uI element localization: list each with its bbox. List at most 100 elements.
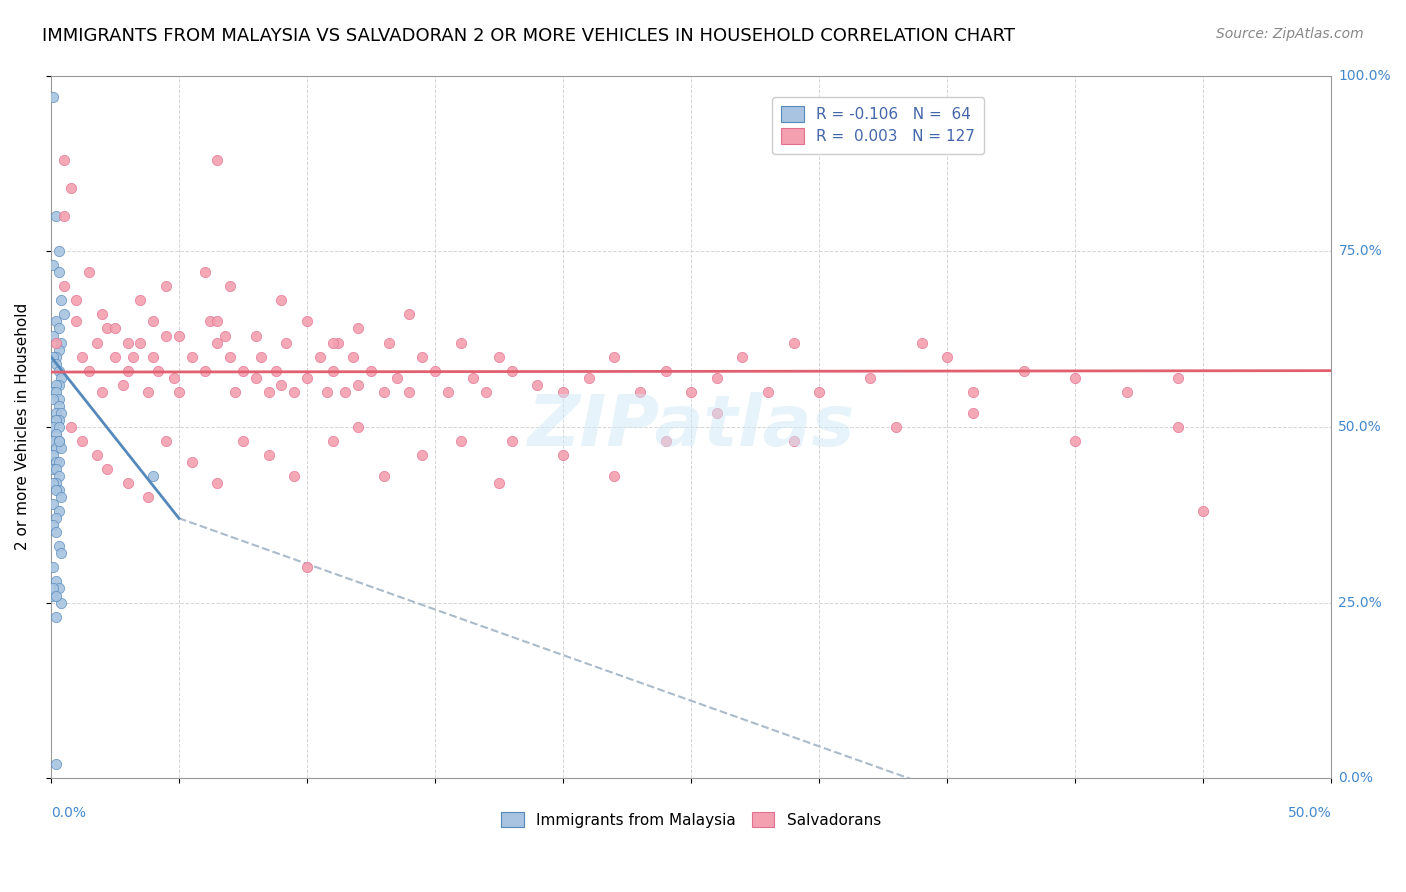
Text: 0.0%: 0.0% (51, 806, 86, 820)
Point (136, 490, 159, 504)
Point (142, 469, 165, 483)
Point (42, 350, 65, 364)
Point (962, 384, 984, 399)
Point (48, 434, 70, 448)
Point (1192, 504, 1215, 518)
Point (163, 370, 186, 384)
Point (378, 335, 401, 350)
Y-axis label: 2 or more Vehicles in Household: 2 or more Vehicles in Household (15, 303, 30, 550)
Point (48, 413, 70, 427)
Point (603, 469, 626, 483)
Point (808, 384, 831, 399)
Point (232, 364, 254, 378)
Point (45, 406, 67, 420)
Point (45, 462, 67, 476)
Text: 50.0%: 50.0% (1339, 420, 1382, 434)
Point (423, 364, 446, 378)
Point (52, 308, 75, 322)
Point (77, 364, 100, 378)
Text: 50.0%: 50.0% (1288, 806, 1331, 820)
Point (463, 370, 485, 384)
Point (316, 384, 339, 399)
Point (308, 350, 330, 364)
Point (45, 413, 67, 427)
Point (142, 314, 165, 328)
Point (45, 426, 67, 441)
Text: 25.0%: 25.0% (1339, 596, 1382, 609)
Point (681, 384, 703, 399)
Point (411, 350, 433, 364)
Point (45, 476, 67, 491)
Point (245, 370, 267, 384)
Point (45, 335, 67, 350)
Point (52, 153, 75, 167)
Point (129, 293, 152, 308)
Point (129, 335, 152, 350)
Point (45, 574, 67, 589)
Point (104, 321, 127, 335)
Point (48, 469, 70, 483)
Point (48, 582, 70, 596)
Point (45, 314, 67, 328)
Point (257, 448, 280, 462)
Point (962, 406, 984, 420)
Point (551, 448, 574, 462)
Point (45, 757, 67, 772)
Point (49, 406, 72, 420)
Point (48, 321, 70, 335)
Point (501, 364, 523, 378)
Point (52, 279, 75, 293)
Point (45, 350, 67, 364)
Point (264, 364, 287, 378)
Point (45, 589, 67, 603)
Point (1064, 434, 1087, 448)
Point (48, 483, 70, 497)
Point (96, 321, 118, 335)
Point (257, 384, 280, 399)
Point (193, 265, 215, 279)
Point (42, 497, 65, 511)
Point (437, 384, 460, 399)
Point (295, 314, 318, 328)
Point (283, 384, 305, 399)
Point (45, 384, 67, 399)
Point (42, 582, 65, 596)
Point (45, 525, 67, 540)
Point (373, 384, 395, 399)
Text: IMMIGRANTS FROM MALAYSIA VS SALVADORAN 2 OR MORE VEHICLES IN HOUSEHOLD CORRELATI: IMMIGRANTS FROM MALAYSIA VS SALVADORAN 2… (42, 27, 1015, 45)
Point (322, 335, 344, 350)
Point (49, 335, 72, 350)
Point (706, 370, 728, 384)
Point (245, 328, 267, 343)
Point (45, 357, 67, 371)
Point (207, 153, 229, 167)
Point (155, 279, 177, 293)
Point (42, 518, 65, 533)
Point (48, 244, 70, 259)
Text: 75.0%: 75.0% (1339, 244, 1382, 258)
Text: Source: ZipAtlas.com: Source: ZipAtlas.com (1216, 27, 1364, 41)
Point (276, 335, 298, 350)
Point (48, 455, 70, 469)
Point (49, 370, 72, 384)
Text: ZIPatlas: ZIPatlas (527, 392, 855, 461)
Point (219, 279, 242, 293)
Point (42, 434, 65, 448)
Point (411, 448, 433, 462)
Legend: Immigrants from Malaysia, Salvadorans: Immigrants from Malaysia, Salvadorans (495, 805, 887, 834)
Point (270, 293, 292, 308)
Point (142, 350, 165, 364)
Point (488, 350, 510, 364)
Point (360, 364, 382, 378)
Point (42, 462, 65, 476)
Point (398, 308, 420, 322)
Point (45, 483, 67, 497)
Point (42, 589, 65, 603)
Point (48, 343, 70, 357)
Point (48, 364, 70, 378)
Point (42, 476, 65, 491)
Point (155, 434, 177, 448)
Point (335, 384, 357, 399)
Point (250, 350, 273, 364)
Point (654, 434, 676, 448)
